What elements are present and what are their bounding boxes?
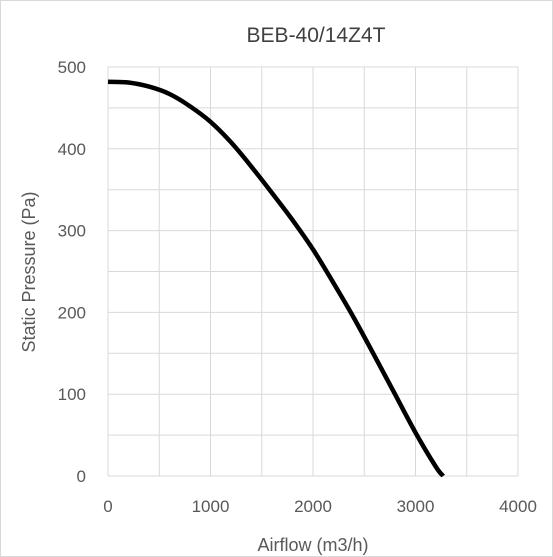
x-tick-label: 2000: [294, 497, 332, 516]
y-tick-label: 400: [58, 140, 86, 159]
chart-title: BEB-40/14Z4T: [247, 24, 386, 47]
tick-layer: 0 1000 2000 3000 4000 0 100 200 300 400 500: [58, 58, 537, 516]
grid-layer: [107, 66, 519, 477]
y-tick-label: 300: [58, 222, 86, 241]
y-axis-title: Static Pressure (Pa): [19, 191, 39, 352]
x-tick-label: 4000: [499, 497, 537, 516]
x-tick-label: 3000: [397, 497, 435, 516]
x-axis-title: Airflow (m3/h): [257, 535, 368, 555]
y-tick-label: 0: [77, 467, 86, 486]
series-layer: [107, 79, 445, 478]
y-tick-label: 100: [58, 385, 86, 404]
x-tick-label: 1000: [192, 497, 230, 516]
x-tick-label: 0: [103, 497, 112, 516]
y-tick-label: 200: [58, 303, 86, 322]
series-line-0: [107, 79, 445, 478]
y-tick-label: 500: [58, 58, 86, 77]
